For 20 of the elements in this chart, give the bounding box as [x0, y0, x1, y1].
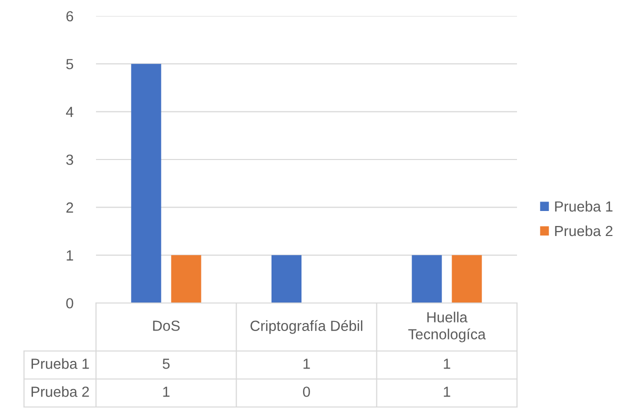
data-label: 1 — [163, 386, 170, 397]
y-tick-label: 6 — [66, 11, 74, 22]
y-tick-label: 4 — [66, 106, 74, 117]
text: Prueba 1 — [32, 358, 89, 369]
legend-label: Prueba 1 — [555, 200, 612, 212]
x-tick-label: DoS — [153, 320, 180, 331]
data-label: 1 — [444, 386, 450, 397]
y-tick-label: 5 — [66, 59, 74, 70]
data-label: 1 — [304, 358, 310, 369]
x-tick-label: Huella Tecnologíca — [408, 312, 486, 342]
data-label: 1 — [444, 358, 450, 369]
y-tick-label: 3 — [66, 154, 74, 165]
x-tick-label: Criptografía Débil — [250, 320, 362, 334]
y-tick-label: 0 — [66, 298, 74, 308]
y-tick-label: 2 — [66, 202, 74, 213]
text: Prueba 2 — [32, 386, 89, 397]
data-label: 0 — [303, 386, 310, 397]
data-label: 5 — [162, 358, 170, 369]
legend-label: Prueba 2 — [555, 225, 612, 236]
y-tick-label: 1 — [66, 250, 74, 260]
